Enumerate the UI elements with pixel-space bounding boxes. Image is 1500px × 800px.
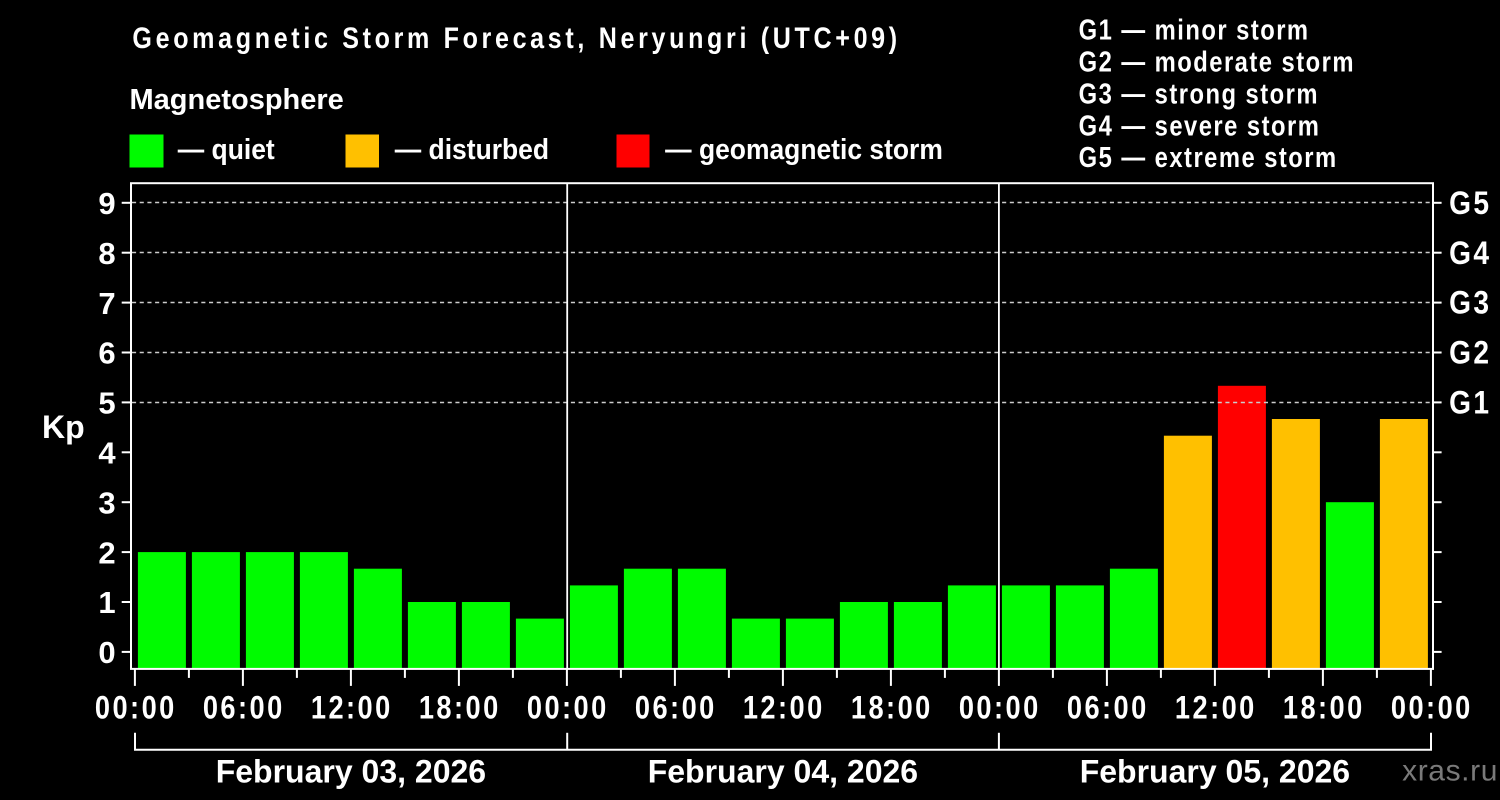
svg-text:G4 — severe storm: G4 — severe storm xyxy=(1079,109,1321,142)
svg-text:2: 2 xyxy=(98,535,115,570)
svg-text:06:00: 06:00 xyxy=(635,690,717,726)
svg-text:— disturbed: — disturbed xyxy=(395,133,549,165)
svg-text:18:00: 18:00 xyxy=(419,690,501,726)
svg-text:18:00: 18:00 xyxy=(1283,690,1365,726)
svg-text:G5 — extreme storm: G5 — extreme storm xyxy=(1079,141,1338,174)
svg-text:G3: G3 xyxy=(1449,286,1491,321)
svg-text:G3 — strong storm: G3 — strong storm xyxy=(1079,77,1319,110)
svg-text:1: 1 xyxy=(98,585,115,620)
svg-text:00:00: 00:00 xyxy=(527,690,609,726)
svg-text:Kp: Kp xyxy=(42,409,85,445)
svg-text:4: 4 xyxy=(98,436,116,471)
svg-text:06:00: 06:00 xyxy=(203,690,285,726)
svg-text:G1: G1 xyxy=(1449,386,1491,421)
svg-text:Geomagnetic Storm Forecast, Ne: Geomagnetic Storm Forecast, Neryungri (U… xyxy=(132,21,900,54)
svg-text:00:00: 00:00 xyxy=(95,690,177,726)
svg-text:G1 — minor storm: G1 — minor storm xyxy=(1079,13,1310,46)
svg-text:12:00: 12:00 xyxy=(1175,690,1257,726)
svg-text:February 05, 2026: February 05, 2026 xyxy=(1080,753,1350,789)
svg-text:9: 9 xyxy=(98,186,115,221)
svg-text:— geomagnetic storm: — geomagnetic storm xyxy=(665,133,943,165)
svg-text:18:00: 18:00 xyxy=(851,690,933,726)
svg-text:3: 3 xyxy=(98,485,115,520)
svg-text:5: 5 xyxy=(98,386,115,421)
svg-text:G2 — moderate storm: G2 — moderate storm xyxy=(1079,45,1355,78)
svg-text:February 03, 2026: February 03, 2026 xyxy=(216,753,486,789)
svg-text:00:00: 00:00 xyxy=(959,690,1041,726)
svg-text:February 04, 2026: February 04, 2026 xyxy=(648,753,918,789)
svg-text:G5: G5 xyxy=(1449,186,1491,221)
svg-text:G4: G4 xyxy=(1449,236,1491,271)
svg-text:06:00: 06:00 xyxy=(1067,690,1149,726)
svg-text:7: 7 xyxy=(98,286,115,321)
svg-text:0: 0 xyxy=(98,635,115,670)
svg-text:— quiet: — quiet xyxy=(178,133,275,165)
svg-text:12:00: 12:00 xyxy=(311,690,393,726)
svg-text:6: 6 xyxy=(98,336,115,371)
svg-text:Magnetosphere: Magnetosphere xyxy=(130,84,344,116)
svg-text:xras.ru: xras.ru xyxy=(1402,755,1498,788)
svg-text:G2: G2 xyxy=(1449,336,1491,371)
svg-text:12:00: 12:00 xyxy=(743,690,825,726)
svg-text:00:00: 00:00 xyxy=(1391,690,1473,726)
svg-text:8: 8 xyxy=(98,236,115,271)
